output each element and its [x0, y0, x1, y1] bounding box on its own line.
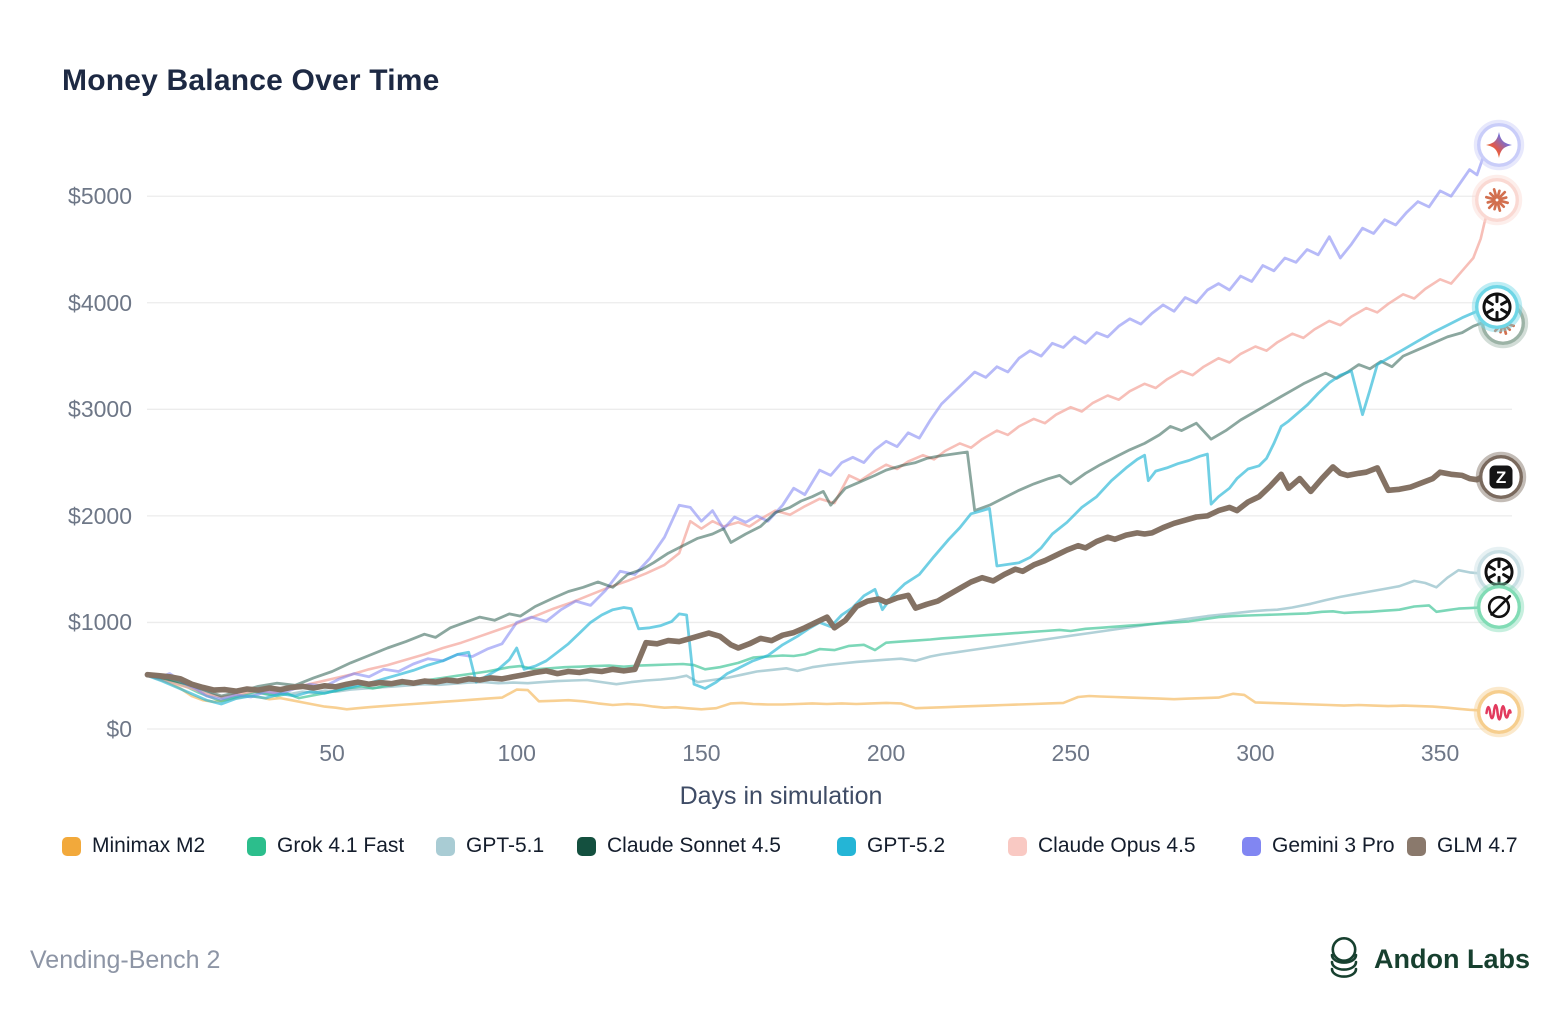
legend-item-claude-sonnet-4-5: Claude Sonnet 4.5	[577, 833, 781, 859]
legend-item-gemini-3-pro: Gemini 3 Pro	[1242, 833, 1395, 859]
minimax-wave-icon	[1485, 703, 1512, 721]
series-line-gpt-5-2	[145, 305, 1494, 706]
series-line-claude-sonnet-4-5	[145, 317, 1494, 698]
x-tick-label: 300	[1236, 740, 1275, 766]
y-tick-label: $1000	[68, 609, 132, 636]
benchmark-caption: Vending-Bench 2	[30, 946, 221, 974]
legend-swatch	[1242, 836, 1261, 856]
gemini-star-icon	[1486, 132, 1512, 158]
gemini-3-pro-end-icon	[1473, 119, 1525, 171]
legend-label: GLM 4.7	[1437, 834, 1518, 857]
minimax-m2-end-icon	[1473, 686, 1525, 738]
openai-logo-icon	[1482, 292, 1512, 322]
series-line-minimax-m2	[146, 674, 1494, 713]
legend-item-claude-opus-4-5: Claude Opus 4.5	[1008, 833, 1196, 859]
brand-name: Andon Labs	[1374, 943, 1530, 974]
legend-label: Grok 4.1 Fast	[277, 834, 405, 857]
y-tick-label: $5000	[68, 183, 132, 210]
y-tick-label: $0	[106, 716, 132, 742]
anthropic-starburst-icon	[1485, 188, 1509, 212]
legend-item-gpt-5-2: GPT-5.2	[837, 833, 945, 859]
legend-item-minimax-m2: Minimax M2	[62, 833, 205, 859]
zai-z-icon: Z	[1489, 465, 1513, 489]
xai-grok-icon	[1487, 594, 1512, 619]
x-tick-label: 100	[497, 740, 536, 766]
series-line-claude-opus-4-5	[146, 199, 1494, 699]
openai-logo-icon	[1484, 557, 1514, 587]
legend-swatch	[1008, 836, 1027, 856]
legend-item-gpt-5-1: GPT-5.1	[436, 833, 544, 859]
x-tick-label: 150	[682, 740, 721, 766]
legend-item-grok-4-1-fast: Grok 4.1 Fast	[247, 833, 404, 859]
legend-label: GPT-5.1	[466, 834, 545, 857]
glm-4-7-end-icon: Z	[1475, 451, 1527, 503]
grok-4-1-fast-end-icon	[1473, 581, 1525, 633]
y-tick-label: $4000	[68, 289, 132, 316]
legend-swatch	[577, 836, 596, 856]
x-tick-label: 350	[1420, 740, 1460, 766]
legend-label: GPT-5.2	[867, 834, 946, 857]
x-tick-label: 250	[1051, 740, 1090, 766]
claude-opus-4-5-end-icon	[1471, 174, 1523, 226]
legend-swatch	[62, 836, 81, 856]
legend-label: Claude Sonnet 4.5	[607, 834, 781, 857]
y-tick-label: $2000	[68, 502, 132, 529]
legend-swatch	[247, 836, 266, 856]
page-title: Money Balance Over Time	[62, 64, 440, 97]
legend-swatch	[837, 836, 856, 856]
legend-label: Gemini 3 Pro	[1272, 834, 1395, 857]
legend-item-glm-4-7: GLM 4.7	[1407, 833, 1518, 859]
x-tick-label: 200	[866, 740, 906, 766]
x-tick-label: 50	[319, 740, 345, 766]
y-tick-label: $3000	[68, 396, 132, 423]
gridlines	[147, 195, 1512, 730]
brand-lockup: Andon Labs	[1326, 936, 1530, 982]
legend-swatch	[1407, 836, 1426, 856]
series-line-gemini-3-pro	[145, 143, 1494, 701]
svg-text:Z: Z	[1496, 468, 1506, 487]
legend-label: Claude Opus 4.5	[1038, 834, 1196, 857]
series-line-gpt-5-1	[146, 568, 1494, 701]
chart-legend: Minimax M2 Grok 4.1 Fast GPT-5.1 Claude Son…	[0, 833, 1560, 863]
x-axis-title: Days in simulation	[679, 782, 883, 810]
coin-stack-icon	[1330, 937, 1358, 978]
gpt-5-2-end-icon	[1471, 281, 1523, 333]
series-line-glm-4-7	[144, 464, 1495, 695]
legend-label: Minimax M2	[92, 834, 206, 857]
legend-swatch	[436, 836, 455, 856]
